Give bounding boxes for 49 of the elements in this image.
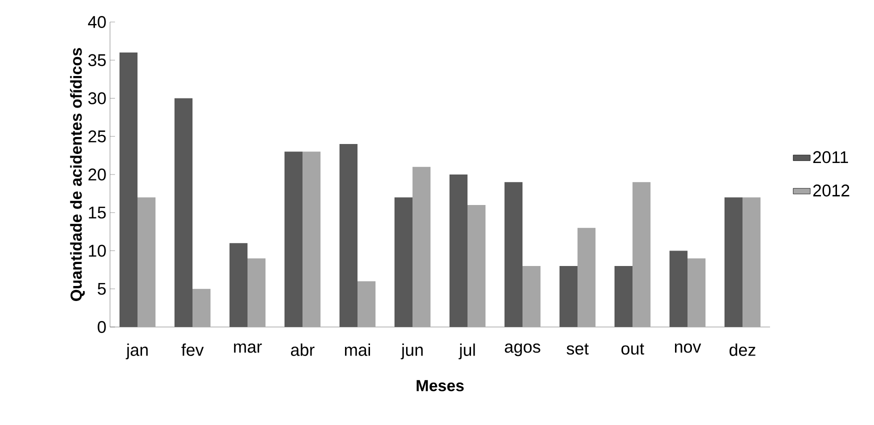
x-tick-label: fev — [181, 344, 204, 356]
y-tick-label: 5 — [98, 282, 106, 295]
y-tick-label: 35 — [88, 54, 106, 66]
y-axis-title: Quantidade de acidentes ofídicos — [70, 48, 85, 301]
bar — [724, 197, 743, 327]
x-tick-label: abr — [290, 344, 314, 356]
bar — [230, 243, 248, 327]
y-tick-label: 15 — [88, 206, 106, 219]
bar — [504, 182, 523, 327]
y-tick-label: 30 — [88, 92, 106, 104]
bar — [138, 197, 156, 327]
y-tick-label: 25 — [88, 130, 106, 142]
bar — [394, 197, 413, 327]
bar — [560, 266, 578, 327]
bar — [284, 152, 303, 327]
bar — [340, 144, 358, 327]
x-tick-label: jul — [458, 344, 475, 360]
bar — [174, 98, 192, 327]
bar — [450, 174, 468, 327]
bar — [412, 166, 431, 327]
y-tick-label: 20 — [88, 168, 106, 180]
bar — [302, 152, 321, 327]
bar — [614, 266, 633, 327]
x-axis-title: Meses — [416, 380, 464, 392]
bar — [248, 258, 266, 327]
x-tick-label: mar — [234, 344, 262, 353]
bar — [688, 258, 706, 327]
bar — [578, 228, 596, 327]
x-tick-label: out — [621, 344, 644, 355]
legend-label: 2012 — [813, 184, 850, 196]
bar — [468, 205, 486, 327]
x-tick-label: mai — [344, 344, 370, 356]
legend-label: 2011 — [813, 151, 848, 164]
bar — [120, 52, 138, 327]
x-tick-label: jan — [126, 344, 148, 360]
bar — [192, 288, 211, 327]
x-tick-label: set — [566, 344, 589, 355]
y-tick-label: 10 — [88, 244, 106, 257]
x-tick-label: jun — [400, 344, 423, 360]
y-tick-label: 0 — [98, 321, 106, 333]
y-tick-label: 40 — [88, 16, 106, 28]
bar — [670, 250, 688, 327]
bar — [358, 281, 376, 327]
x-tick-label: dez — [730, 344, 756, 356]
bar — [522, 266, 541, 327]
bar — [632, 182, 651, 327]
x-tick-label: agos — [504, 344, 540, 356]
x-tick-label: nov — [674, 344, 702, 353]
bar — [742, 197, 761, 327]
